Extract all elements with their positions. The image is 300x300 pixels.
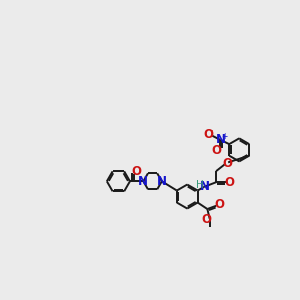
Text: O: O <box>212 144 222 157</box>
Text: O: O <box>204 128 214 141</box>
Text: O: O <box>201 213 211 226</box>
Text: O: O <box>223 157 233 170</box>
Text: -: - <box>209 126 213 135</box>
Text: O: O <box>215 198 225 212</box>
Text: N: N <box>216 133 226 146</box>
Text: N: N <box>157 175 167 188</box>
Text: N: N <box>200 180 210 193</box>
Text: +: + <box>221 132 227 141</box>
Text: O: O <box>131 165 141 178</box>
Text: O: O <box>224 176 235 189</box>
Text: H: H <box>196 179 204 190</box>
Text: N: N <box>138 175 148 188</box>
